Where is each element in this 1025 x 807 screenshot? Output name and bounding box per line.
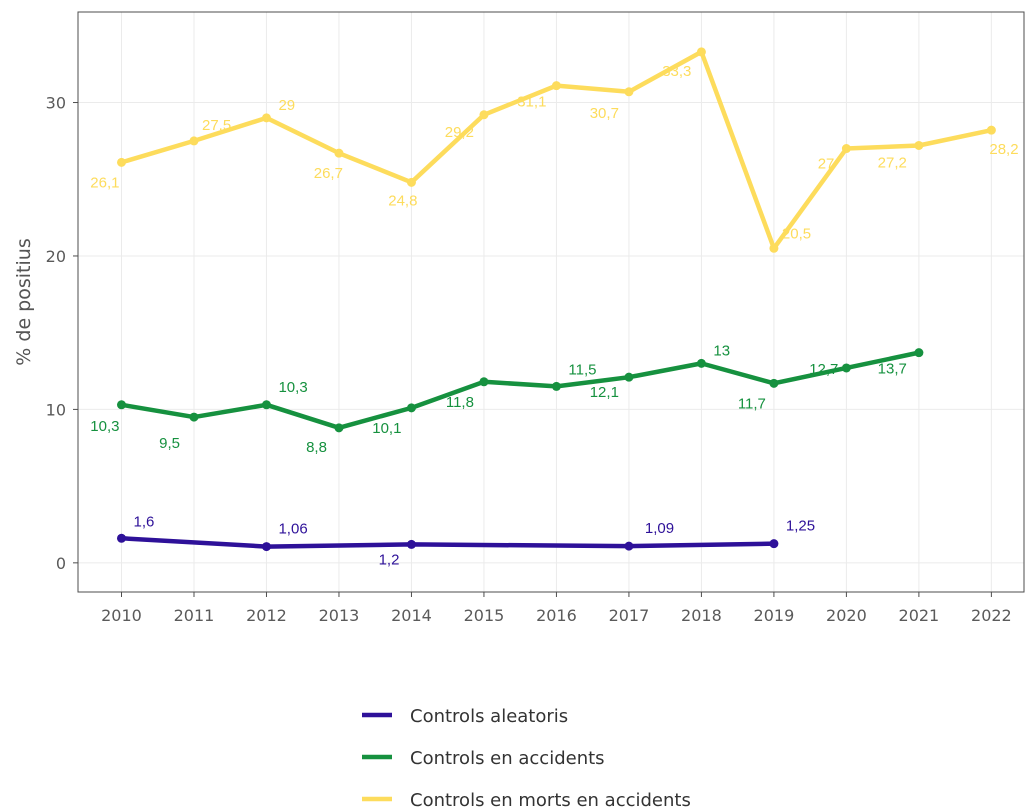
data-point bbox=[551, 381, 561, 391]
series-line bbox=[119, 350, 922, 431]
y-axis-ticks: 0 10 20 30 bbox=[46, 94, 78, 573]
data-label: 11,7 bbox=[738, 395, 766, 412]
data-point bbox=[116, 400, 126, 410]
data-labels: 1,6 1,06 1,2 1,09 1,25 10,3 9,5 10,3 8,8 10,1 11,8… bbox=[90, 63, 1018, 569]
data-point bbox=[696, 47, 706, 57]
data-label: 1,06 bbox=[278, 521, 307, 538]
data-label: 11,5 bbox=[568, 361, 596, 378]
series-3 bbox=[116, 47, 996, 253]
data-label: 28,2 bbox=[989, 141, 1018, 158]
data-label: 12,1 bbox=[590, 384, 619, 401]
data-point bbox=[624, 372, 634, 382]
data-point bbox=[914, 348, 924, 358]
data-label: 26,7 bbox=[314, 165, 343, 182]
y-tick-label: 10 bbox=[46, 400, 66, 419]
data-label: 29,2 bbox=[445, 124, 474, 141]
data-label: 1,6 bbox=[133, 513, 154, 530]
data-label: 24,8 bbox=[388, 192, 417, 209]
data-label: 10,3 bbox=[278, 379, 307, 396]
legend-label: Controls en morts en accidents bbox=[410, 790, 691, 807]
data-label: 1,09 bbox=[645, 520, 674, 537]
legend-item: Controls en morts en accidents bbox=[362, 790, 691, 807]
x-tick-label: 2013 bbox=[319, 606, 360, 625]
series bbox=[116, 47, 996, 552]
legend-label: Controls aleatoris bbox=[410, 706, 568, 727]
x-tick-label: 2015 bbox=[464, 606, 505, 625]
series-1 bbox=[116, 533, 779, 552]
data-point bbox=[841, 363, 851, 373]
y-tick-label: 30 bbox=[46, 94, 66, 113]
data-point bbox=[334, 423, 344, 433]
legend-item: Controls en accidents bbox=[362, 748, 605, 769]
data-point bbox=[841, 144, 851, 154]
x-tick-label: 2019 bbox=[754, 606, 795, 625]
data-point bbox=[189, 136, 199, 146]
data-point bbox=[769, 378, 779, 388]
data-label: 1,2 bbox=[379, 551, 400, 568]
data-label: 1,25 bbox=[786, 518, 815, 535]
grid bbox=[78, 12, 1024, 592]
x-tick-label: 2017 bbox=[609, 606, 650, 625]
x-tick-label: 2012 bbox=[246, 606, 287, 625]
data-point bbox=[624, 87, 634, 97]
data-label: 8,8 bbox=[306, 439, 327, 456]
data-point bbox=[261, 113, 271, 123]
data-label: 30,7 bbox=[590, 105, 619, 122]
data-point bbox=[261, 400, 271, 410]
x-tick-label: 2010 bbox=[101, 606, 142, 625]
data-label: 10,3 bbox=[90, 418, 119, 435]
y-tick-label: 0 bbox=[56, 554, 66, 573]
x-tick-label: 2016 bbox=[536, 606, 577, 625]
data-point bbox=[406, 403, 416, 413]
data-label: 13 bbox=[713, 342, 730, 359]
data-label: 10,1 bbox=[372, 420, 401, 437]
data-point bbox=[116, 157, 126, 167]
data-point bbox=[479, 377, 489, 387]
x-tick-label: 2022 bbox=[971, 606, 1012, 625]
data-point bbox=[769, 539, 779, 549]
data-label: 11,8 bbox=[446, 394, 474, 411]
data-point bbox=[986, 125, 996, 135]
legend-item: Controls aleatoris bbox=[362, 706, 568, 727]
data-point bbox=[479, 110, 489, 120]
x-tick-label: 2014 bbox=[391, 606, 432, 625]
data-point bbox=[551, 81, 561, 91]
legend-label: Controls en accidents bbox=[410, 748, 605, 769]
y-tick-label: 20 bbox=[46, 247, 66, 266]
data-label: 27,2 bbox=[878, 154, 907, 171]
x-tick-label: 2020 bbox=[826, 606, 867, 625]
x-tick-label: 2011 bbox=[174, 606, 215, 625]
x-tick-label: 2021 bbox=[899, 606, 940, 625]
data-point bbox=[261, 542, 271, 552]
data-label: 26,1 bbox=[90, 174, 119, 191]
data-label: 31,1 bbox=[517, 94, 546, 111]
data-point bbox=[406, 177, 416, 187]
series-2 bbox=[116, 348, 924, 433]
data-point bbox=[769, 243, 779, 253]
data-label: 20,5 bbox=[782, 225, 811, 242]
legend: Controls aleatoris Controls en accidents C… bbox=[362, 706, 691, 807]
y-axis-title: % de positius bbox=[13, 238, 35, 365]
plot-panel-border bbox=[77, 11, 1025, 593]
data-label: 29 bbox=[278, 97, 295, 114]
data-label: 9,5 bbox=[159, 435, 180, 452]
data-label: 13,7 bbox=[878, 361, 907, 378]
data-point bbox=[914, 140, 924, 150]
data-point bbox=[406, 539, 416, 549]
data-point bbox=[696, 358, 706, 368]
data-point bbox=[624, 541, 634, 551]
data-label: 27,5 bbox=[202, 117, 231, 134]
data-point bbox=[116, 533, 126, 543]
x-tick-label: 2018 bbox=[681, 606, 722, 625]
data-label: 12,7 bbox=[809, 361, 838, 378]
data-point bbox=[189, 412, 199, 422]
data-point bbox=[334, 148, 344, 158]
data-label: 33,3 bbox=[662, 63, 691, 80]
data-label: 27 bbox=[818, 156, 835, 173]
x-axis-ticks: 2010 2011 2012 2013 2014 2015 2016 2017 2018 2019… bbox=[101, 592, 1012, 625]
